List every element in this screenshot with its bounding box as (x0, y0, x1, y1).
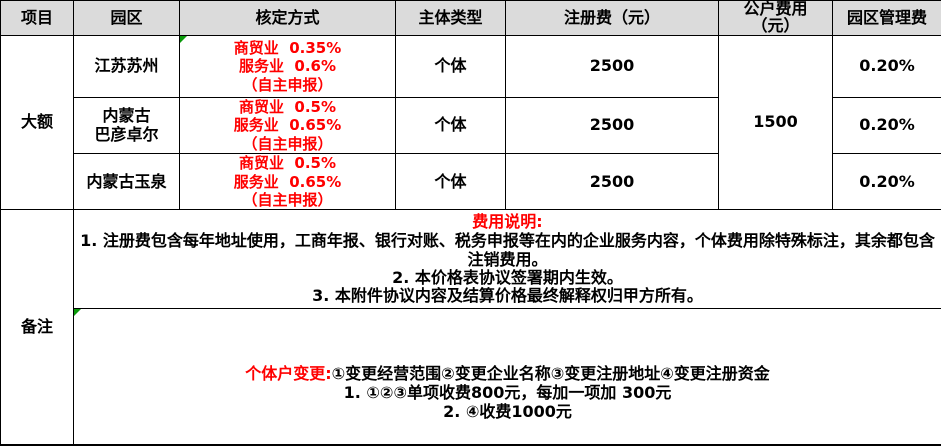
management-fee-cell: 0.20% (832, 153, 941, 211)
method-text: 商贸业 0.5% 服务业 0.65% （自主申报） (233, 98, 342, 153)
registration-fee-cell: 2500 (505, 96, 719, 155)
change-note-heading: 个体户变更:①变更经营范围②变更企业名称③变更注册地址④变更注册资金 (75, 364, 941, 383)
public-account-fee-cell: 1500 (718, 34, 833, 211)
group-label-cell: 大额 (0, 34, 74, 211)
park-cell: 内蒙古 巴彦卓尔 (73, 96, 180, 155)
change-note-title: 个体户变更: (245, 364, 332, 383)
park-cell: 内蒙古玉泉 (73, 153, 180, 211)
header-registration-fee: 注册费（元） (505, 0, 719, 36)
header-entity-type: 主体类型 (395, 0, 506, 36)
change-note-cell: 个体户变更:①变更经营范围②变更企业名称③变更注册地址④变更注册资金 1. ①②… (73, 308, 941, 446)
cell-flag-icon (180, 36, 187, 43)
table-row: 内蒙古玉泉 商贸业 0.5% 服务业 0.65% （自主申报） 个体 2500 … (1, 153, 941, 211)
park-cell: 江苏苏州 (73, 35, 180, 98)
method-cell: 商贸业 0.5% 服务业 0.65% （自主申报） (179, 96, 396, 155)
table-row: 内蒙古 巴彦卓尔 商贸业 0.5% 服务业 0.65% （自主申报） 个体 25… (1, 96, 941, 155)
header-public-account-fee: 公户费用 （元） (718, 0, 833, 36)
management-fee-cell: 0.20% (832, 96, 941, 155)
method-cell: 商贸业 0.35% 服务业 0.6% （自主申报） (179, 35, 396, 98)
remark-row-change-note: 个体户变更:①变更经营范围②变更企业名称③变更注册地址④变更注册资金 1. ①②… (1, 308, 941, 446)
entity-type-cell: 个体 (395, 96, 506, 155)
management-fee-cell: 0.20% (832, 35, 941, 98)
table-row: 大额 江苏苏州 商贸业 0.35% 服务业 0.6% （自主申报） 个体 250… (0, 34, 941, 211)
fee-note-body: 1. 注册费包含每年地址使用，工商年报、银行对账、税务申报等在内的企业服务内容，… (80, 231, 935, 306)
registration-fee-cell: 2500 (505, 35, 719, 98)
fee-note-title: 费用说明: (472, 211, 543, 231)
method-cell: 商贸业 0.5% 服务业 0.65% （自主申报） (179, 153, 396, 211)
header-method: 核定方式 (179, 0, 396, 36)
header-park: 园区 (73, 0, 180, 36)
header-management-fee: 园区管理费 (832, 0, 941, 36)
cell-flag-icon (74, 309, 81, 317)
header-row: 项目 园区 核定方式 主体类型 注册费（元） 公户费用 （元） 园区管理费 (0, 0, 941, 36)
method-text: 商贸业 0.35% 服务业 0.6% （自主申报） (233, 38, 342, 94)
registration-fee-cell: 2500 (505, 153, 719, 211)
entity-type-cell: 个体 (395, 153, 506, 211)
remark-label-cell: 备注 (0, 209, 74, 446)
entity-type-cell: 个体 (395, 35, 506, 98)
remark-row-fee-note: 备注 费用说明: 1. 注册费包含每年地址使用，工商年报、银行对账、税务申报等在… (0, 209, 941, 446)
change-note-items: ①变更经营范围②变更企业名称③变更注册地址④变更注册资金 (331, 364, 770, 383)
header-project: 项目 (0, 0, 74, 36)
method-text: 商贸业 0.5% 服务业 0.65% （自主申报） (233, 154, 342, 209)
fee-note-cell: 费用说明: 1. 注册费包含每年地址使用，工商年报、银行对账、税务申报等在内的企… (73, 209, 941, 310)
change-note-body: 1. ①②③单项收费800元，每加一项加 300元 2. ④收费1000元 (343, 383, 672, 421)
